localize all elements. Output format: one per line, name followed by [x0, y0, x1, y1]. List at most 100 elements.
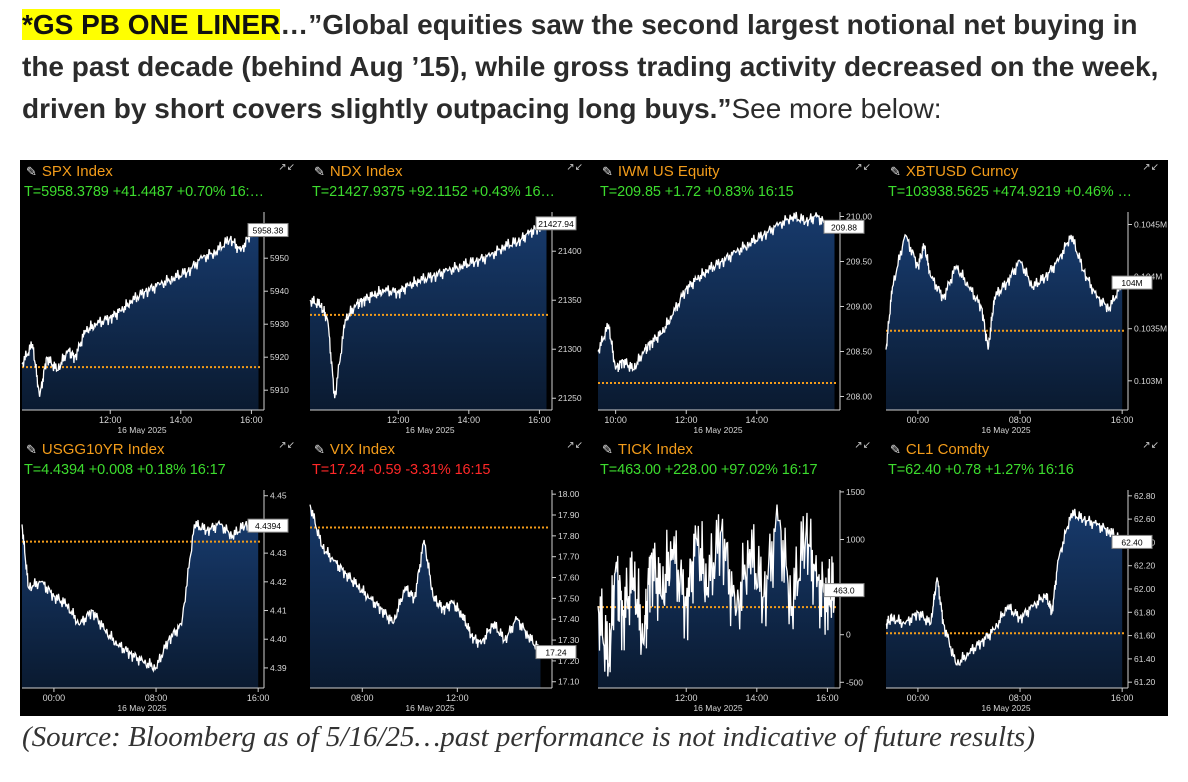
- x-tick-label: 08:00: [1009, 693, 1032, 703]
- y-tick-label: 5930: [270, 319, 289, 329]
- expand-icon[interactable]: ↗↙: [1142, 162, 1159, 173]
- x-tick-label: 08:00: [351, 693, 374, 703]
- expand-icon[interactable]: ↗↙: [854, 162, 871, 173]
- series-area: [310, 219, 547, 410]
- y-tick-label: 209.00: [846, 302, 872, 312]
- y-tick-label: 4.45: [270, 491, 287, 501]
- x-tick-label: 12:00: [446, 693, 469, 703]
- chart-plot: 0.103M0.1035M0.104M0.1045M104M00:0008:00…: [885, 212, 1167, 434]
- headline: *GS PB ONE LINER…”Global equities saw th…: [22, 4, 1172, 130]
- panel-stat: T=209.85 +1.72 +0.83% 16:15: [600, 184, 794, 200]
- series-area: [598, 212, 835, 410]
- x-tick-label: 14:00: [458, 415, 481, 425]
- chart-panel[interactable]: ✎ TICK Index ↗↙ T=463.00 +228.00 +97.02% 16…: [596, 438, 879, 712]
- x-date-label: 16 May 2025: [405, 703, 454, 712]
- x-tick-label: 16:00: [816, 693, 839, 703]
- y-tick-label: 209.50: [846, 257, 872, 267]
- series-line: [21, 225, 260, 397]
- series-line: [597, 504, 836, 677]
- chart-plot: 21250 21300 21350 21400 21427.94 12:00 14:00 16…: [309, 212, 582, 434]
- x-date-label: 16 May 2025: [981, 703, 1030, 712]
- chart-panel[interactable]: ✎ XBTUSD Curncy ↗↙ T=103938.5625 +474.9219 …: [884, 160, 1167, 434]
- y-tick-label: 62.80: [1134, 491, 1156, 501]
- expand-icon[interactable]: ↗↙: [1142, 440, 1159, 451]
- pencil-icon[interactable]: ✎: [26, 164, 37, 179]
- y-tick-label: 5940: [270, 286, 289, 296]
- x-tick-label: 08:00: [1009, 415, 1032, 425]
- panel-stat: T=4.4394 +0.008 +0.18% 16:17: [24, 462, 226, 478]
- x-tick-label: 14:00: [746, 693, 769, 703]
- y-tick-label: 210.00: [846, 212, 872, 222]
- pencil-icon[interactable]: ✎: [890, 164, 901, 179]
- panel-title: ✎ IWM US Equity: [602, 163, 720, 180]
- headline-quote: …”Global equities saw the second largest…: [22, 9, 1159, 124]
- pencil-icon[interactable]: ✎: [602, 442, 613, 457]
- y-tick-label: 62.00: [1134, 584, 1156, 594]
- pencil-icon[interactable]: ✎: [314, 164, 325, 179]
- panel-title-text: SPX Index: [41, 163, 113, 180]
- expand-icon[interactable]: ↗↙: [278, 162, 295, 173]
- panel-title-text: CL1 Comdty: [905, 441, 990, 458]
- pencil-icon[interactable]: ✎: [26, 442, 37, 457]
- pencil-icon[interactable]: ✎: [602, 164, 613, 179]
- y-tick-label: 4.43: [270, 548, 287, 558]
- y-tick-label: 61.60: [1134, 631, 1156, 641]
- chart-plot: 4.394.404.414.424.434.444.454.439400:000…: [21, 490, 289, 712]
- x-tick-label: 00:00: [907, 415, 930, 425]
- panel-title: ✎ TICK Index: [602, 441, 693, 458]
- series-line: [597, 211, 836, 373]
- pencil-icon[interactable]: ✎: [314, 442, 325, 457]
- panel-stat: T=21427.9375 +92.1152 +0.43% 16…: [312, 184, 555, 200]
- last-value-label: 104M: [1121, 278, 1142, 288]
- last-value-label: 62.40: [1121, 537, 1143, 547]
- x-date-label: 16 May 2025: [117, 703, 166, 712]
- x-tick-label: 10:00: [604, 415, 627, 425]
- panel-title-text: XBTUSD Curncy: [905, 163, 1019, 180]
- expand-icon[interactable]: ↗↙: [566, 162, 583, 173]
- y-tick-label: 17.90: [558, 510, 580, 520]
- panel-stat: T=62.40 +0.78 +1.27% 16:16: [888, 462, 1074, 478]
- chart-panel[interactable]: ✎ VIX Index ↗↙ T=17.24 -0.59 -3.31% 16:15 17…: [308, 438, 591, 712]
- last-value-label: 5958.38: [253, 226, 284, 236]
- chart-panel[interactable]: ✎ IWM US Equity ↗↙ T=209.85 +1.72 +0.83% 16…: [596, 160, 879, 434]
- x-tick-label: 14:00: [746, 415, 769, 425]
- x-tick-label: 12:00: [675, 693, 698, 703]
- chart-panel[interactable]: ✎ NDX Index ↗↙ T=21427.9375 +92.1152 +0.43%…: [308, 160, 591, 434]
- panel-title: ✎ VIX Index: [314, 441, 395, 458]
- x-date-label: 16 May 2025: [693, 703, 742, 712]
- y-tick-label: 4.42: [270, 577, 287, 587]
- y-tick-label: 17.60: [558, 573, 580, 583]
- y-tick-label: 5950: [270, 253, 289, 263]
- y-tick-label: 4.41: [270, 606, 287, 616]
- chart-panel[interactable]: ✎ SPX Index ↗↙ T=5958.3789 +41.4487 +0.70% …: [20, 160, 303, 434]
- last-value-label: 17.24: [545, 648, 567, 658]
- series-area: [22, 225, 259, 410]
- expand-icon[interactable]: ↗↙: [278, 440, 295, 451]
- headline-highlight: *GS PB ONE LINER: [22, 9, 281, 40]
- expand-icon[interactable]: ↗↙: [566, 440, 583, 451]
- y-tick-label: 4.40: [270, 634, 287, 644]
- series-line: [885, 233, 1123, 350]
- y-tick-label: 17.20: [558, 656, 580, 666]
- y-tick-label: -500: [846, 677, 863, 687]
- series-area: [310, 504, 541, 688]
- x-tick-label: 16:00: [247, 693, 270, 703]
- y-tick-label: 18.00: [558, 489, 580, 499]
- y-tick-label: 17.30: [558, 635, 580, 645]
- y-tick-label: 0.103M: [1134, 376, 1162, 386]
- pencil-icon[interactable]: ✎: [890, 442, 901, 457]
- chart-plot: 61.20 61.40 61.60 61.80 62.00 62.20 62.40 62.60…: [885, 490, 1156, 712]
- last-value-label: 463.0: [833, 586, 855, 596]
- series-line: [309, 504, 542, 655]
- chart-panel[interactable]: ✎ USGG10YR Index ↗↙ T=4.4394 +0.008 +0.18% …: [20, 438, 303, 712]
- y-tick-label: 21300: [558, 344, 582, 354]
- series-line: [21, 519, 259, 673]
- panel-title-text: USGG10YR Index: [41, 441, 165, 458]
- expand-icon[interactable]: ↗↙: [854, 440, 871, 451]
- panel-title: ✎ CL1 Comdty: [890, 441, 989, 458]
- last-value-box: [823, 583, 865, 598]
- chart-grid: ✎ SPX Index ↗↙ T=5958.3789 +41.4487 +0.70% …: [20, 160, 1168, 716]
- chart-panel[interactable]: ✎ CL1 Comdty ↗↙ T=62.40 +0.78 +1.27% 16:16 6…: [884, 438, 1167, 712]
